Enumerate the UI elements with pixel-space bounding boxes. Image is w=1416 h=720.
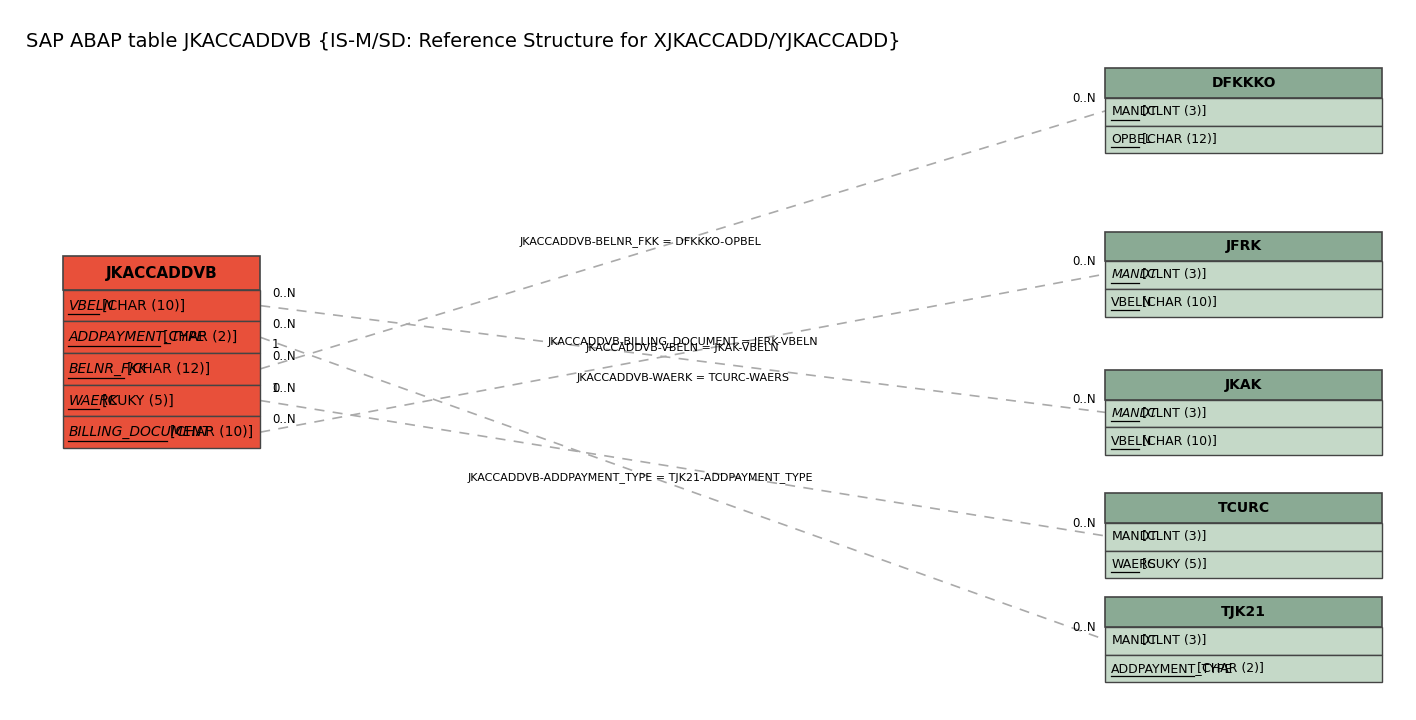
Text: JKACCADDVB-VBELN = JKAK-VBELN: JKACCADDVB-VBELN = JKAK-VBELN — [586, 343, 780, 353]
Text: [CHAR (10)]: [CHAR (10)] — [102, 299, 185, 312]
Text: [CLNT (3)]: [CLNT (3)] — [1141, 634, 1206, 647]
Text: JKACCADDVB-BILLING_DOCUMENT = JFRK-VBELN: JKACCADDVB-BILLING_DOCUMENT = JFRK-VBELN — [548, 336, 818, 347]
Text: MANDT: MANDT — [1112, 531, 1157, 544]
Text: JKACCADDVB-ADDPAYMENT_TYPE = TJK21-ADDPAYMENT_TYPE: JKACCADDVB-ADDPAYMENT_TYPE = TJK21-ADDPA… — [467, 472, 813, 482]
Bar — [1106, 126, 1382, 153]
Text: ADDPAYMENT_TYPE: ADDPAYMENT_TYPE — [68, 330, 205, 344]
Text: MANDT: MANDT — [1112, 269, 1157, 282]
Bar — [1106, 427, 1382, 455]
Text: [CLNT (3)]: [CLNT (3)] — [1141, 269, 1206, 282]
Bar — [62, 321, 261, 353]
Text: 0..N: 0..N — [1072, 517, 1096, 530]
Text: [CHAR (10)]: [CHAR (10)] — [1141, 435, 1216, 448]
Text: OPBEL: OPBEL — [1112, 133, 1153, 146]
Bar — [1106, 400, 1382, 427]
Text: 1: 1 — [272, 338, 279, 351]
Text: MANDT: MANDT — [1112, 105, 1157, 118]
Bar — [62, 290, 261, 321]
Text: WAERK: WAERK — [68, 394, 119, 408]
Bar — [1106, 232, 1382, 261]
Text: BELNR_FKK: BELNR_FKK — [68, 362, 147, 376]
Bar — [62, 384, 261, 416]
Text: ADDPAYMENT_TYPE: ADDPAYMENT_TYPE — [1112, 662, 1233, 675]
Text: [CHAR (12)]: [CHAR (12)] — [1141, 133, 1216, 146]
Text: VBELN: VBELN — [1112, 296, 1153, 309]
Text: TJK21: TJK21 — [1221, 605, 1266, 619]
Text: VBELN: VBELN — [68, 299, 115, 312]
Bar — [1106, 654, 1382, 683]
Text: JKAK: JKAK — [1225, 378, 1263, 392]
Text: BILLING_DOCUMENT: BILLING_DOCUMENT — [68, 425, 211, 439]
Bar — [62, 353, 261, 384]
Bar — [1106, 597, 1382, 627]
Bar — [62, 256, 261, 290]
Text: MANDT: MANDT — [1112, 407, 1157, 420]
Bar — [1106, 493, 1382, 523]
Text: 0..N: 0..N — [1072, 255, 1096, 268]
Text: [CHAR (2)]: [CHAR (2)] — [1197, 662, 1264, 675]
Bar — [1106, 627, 1382, 654]
Text: JKACCADDVB-BELNR_FKK = DFKKKO-OPBEL: JKACCADDVB-BELNR_FKK = DFKKKO-OPBEL — [520, 236, 762, 247]
Text: [CUKY (5)]: [CUKY (5)] — [1141, 558, 1206, 571]
Bar — [1106, 523, 1382, 551]
Text: 0..N: 0..N — [1072, 621, 1096, 634]
Text: [CLNT (3)]: [CLNT (3)] — [1141, 407, 1206, 420]
Bar — [1106, 551, 1382, 578]
Text: 0..N: 0..N — [272, 350, 296, 363]
Text: MANDT: MANDT — [1112, 634, 1157, 647]
Bar — [1106, 68, 1382, 98]
Text: [CHAR (10)]: [CHAR (10)] — [1141, 296, 1216, 309]
Text: 0..N: 0..N — [272, 318, 296, 331]
Text: [CHAR (10)]: [CHAR (10)] — [170, 425, 252, 439]
Text: 0..N: 0..N — [272, 413, 296, 426]
Text: 0..N: 0..N — [1072, 393, 1096, 407]
Text: [CHAR (12)]: [CHAR (12)] — [126, 362, 210, 376]
Text: DFKKKO: DFKKKO — [1212, 76, 1276, 90]
Text: 0..N: 0..N — [272, 287, 296, 300]
Bar — [1106, 98, 1382, 126]
Text: [CLNT (3)]: [CLNT (3)] — [1141, 531, 1206, 544]
Bar — [62, 416, 261, 448]
Text: [CLNT (3)]: [CLNT (3)] — [1141, 105, 1206, 118]
Text: JKACCADDVB: JKACCADDVB — [106, 266, 217, 281]
Text: TCURC: TCURC — [1218, 501, 1270, 516]
Text: VBELN: VBELN — [1112, 435, 1153, 448]
Text: JFRK: JFRK — [1226, 239, 1262, 253]
Bar — [1106, 261, 1382, 289]
Bar — [1106, 289, 1382, 317]
Text: 1: 1 — [272, 382, 279, 395]
Text: 0..N: 0..N — [272, 382, 296, 395]
Text: WAERS: WAERS — [1112, 558, 1155, 571]
Text: SAP ABAP table JKACCADDVB {IS-M/SD: Reference Structure for XJKACCADD/YJKACCADD}: SAP ABAP table JKACCADDVB {IS-M/SD: Refe… — [25, 32, 901, 51]
Bar — [1106, 370, 1382, 400]
Text: [CHAR (2)]: [CHAR (2)] — [163, 330, 238, 344]
Text: JKACCADDVB-WAERK = TCURC-WAERS: JKACCADDVB-WAERK = TCURC-WAERS — [576, 373, 789, 383]
Text: 0..N: 0..N — [1072, 92, 1096, 105]
Text: [CUKY (5)]: [CUKY (5)] — [102, 394, 174, 408]
